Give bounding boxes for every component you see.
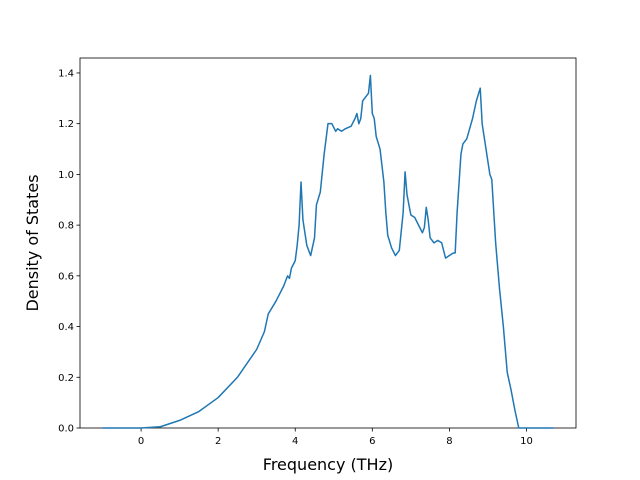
y-tick-label: 0.0	[58, 424, 74, 435]
y-axis-label: Density of States	[23, 174, 42, 311]
y-tick-label: 1.0	[58, 170, 74, 181]
y-tick-label: 1.4	[58, 68, 74, 79]
x-tick-label: 4	[292, 436, 298, 447]
y-tick-label: 0.8	[58, 221, 74, 232]
y-tick-label: 0.4	[58, 322, 74, 333]
x-tick-label: 2	[215, 436, 221, 447]
x-tick-label: 8	[446, 436, 452, 447]
y-tick-label: 0.2	[58, 373, 74, 384]
y-tick-label: 1.2	[58, 119, 74, 130]
y-tick-label: 0.6	[58, 271, 74, 282]
x-tick-label: 10	[520, 436, 533, 447]
plot-frame	[79, 57, 577, 429]
x-tick-label: 0	[138, 436, 144, 447]
line-series	[102, 74, 554, 429]
x-axis-label: Frequency (THz)	[263, 455, 393, 474]
x-tick-label: 6	[369, 436, 375, 447]
